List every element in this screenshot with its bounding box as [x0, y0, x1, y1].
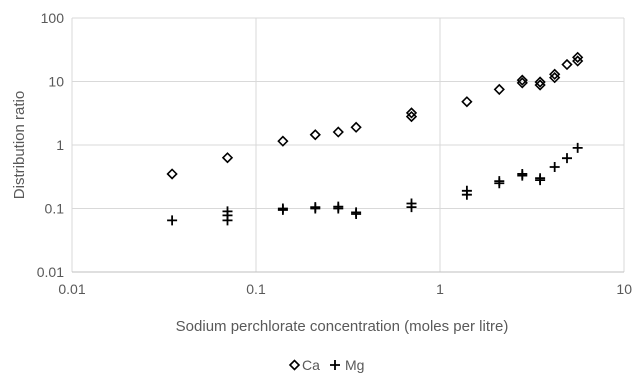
point-mg: [406, 198, 417, 209]
point-ca: [277, 135, 289, 147]
x-tick-label: 0.01: [58, 281, 85, 297]
point-mg: [167, 215, 178, 226]
y-tick-label: 0.1: [45, 201, 65, 217]
point-ca: [332, 126, 344, 138]
point-ca: [572, 55, 584, 67]
point-mg: [222, 206, 233, 217]
point-ca: [534, 76, 546, 88]
point-ca: [549, 72, 561, 84]
x-axis-title: Sodium perchlorate concentration (moles …: [176, 318, 509, 335]
legend-item-ca: Ca: [288, 357, 320, 373]
y-tick-label: 100: [41, 10, 65, 26]
y-tick-label: 10: [48, 74, 64, 90]
point-ca: [549, 68, 561, 80]
y-tick-label: 1: [56, 137, 64, 153]
data-points: [166, 51, 584, 226]
legend-item-mg: Mg: [330, 357, 364, 373]
point-ca: [516, 74, 528, 86]
x-axis-ticks: 0.01 0.1 1 10: [58, 281, 632, 297]
point-mg: [549, 162, 560, 173]
point-mg: [494, 176, 505, 187]
point-mg: [277, 203, 288, 214]
legend-label-ca: Ca: [302, 357, 320, 373]
point-mg: [535, 173, 546, 184]
point-ca: [166, 168, 178, 180]
y-axis-title: Distribution ratio: [11, 91, 28, 199]
point-ca: [309, 129, 321, 141]
x-tick-label: 1: [436, 281, 444, 297]
x-tick-label: 0.1: [246, 281, 266, 297]
point-mg: [572, 142, 583, 153]
point-ca: [221, 152, 234, 164]
x-tick-label: 10: [616, 281, 632, 297]
point-mg: [517, 168, 528, 179]
point-ca: [534, 79, 546, 91]
point-ca: [405, 110, 418, 123]
point-mg: [333, 201, 344, 212]
point-ca: [461, 96, 473, 108]
point-ca: [493, 83, 505, 96]
point-mg: [461, 185, 472, 196]
point-mg: [561, 153, 572, 164]
point-ca: [572, 51, 584, 63]
point-mg: [310, 202, 321, 213]
y-axis-ticks: 100 10 1 0.1 0.01: [37, 10, 64, 280]
point-ca: [516, 77, 528, 89]
legend: Ca Mg: [288, 357, 364, 373]
point-ca: [405, 107, 418, 119]
gridlines: [71, 17, 625, 273]
legend-diamond-marker: [288, 359, 301, 371]
y-tick-label: 0.01: [37, 264, 64, 280]
point-ca: [561, 58, 573, 71]
legend-plus-marker: [330, 360, 340, 370]
legend-label-mg: Mg: [345, 357, 364, 373]
point-ca: [350, 121, 362, 133]
point-mg: [351, 207, 362, 218]
